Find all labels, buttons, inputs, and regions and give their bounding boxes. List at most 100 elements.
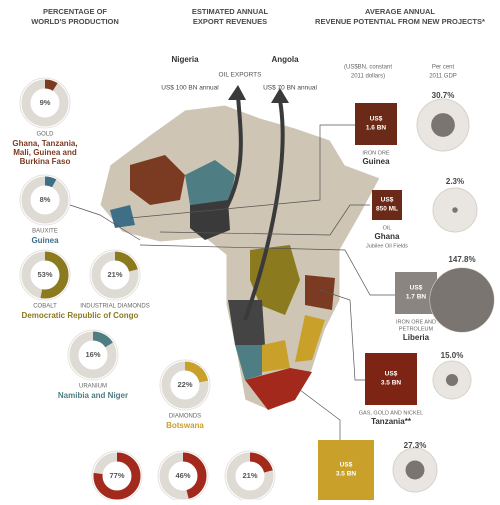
mineral: COBALT [33,304,57,310]
section-title: REVENUE POTENTIAL FROM NEW PROJECTS* [315,17,485,26]
gdp-dot [452,207,458,213]
leader-line [319,289,365,381]
leader-line [69,204,141,241]
countries: Guinea [31,236,59,245]
leader-lines [69,124,395,461]
mineral: GOLD [36,132,54,138]
revenue-amount: 1.6 BN [366,125,387,132]
donut-label: 53% [37,270,52,279]
leader-line [129,124,355,219]
revenue-box [355,103,397,145]
donut-arc [161,361,209,409]
donut-arc [91,251,139,299]
revenue-currency: US$ [385,371,398,378]
export-revenue: US$ 100 BN annual [161,85,219,92]
donut-label: 77% [109,471,124,480]
donut-label: 8% [40,195,51,204]
leader-line [139,244,395,296]
countries: Namibia and Niger [58,391,128,400]
guinea [110,205,135,228]
botswana [262,340,290,372]
revenue-currency: US$ [340,462,353,469]
donut-label: 16% [85,350,100,359]
south-africa [245,368,312,410]
donut-arc [159,452,207,500]
revenue-box [318,440,374,500]
donut-label: 21% [107,270,122,279]
donut-arc [21,79,69,127]
africa-map [99,104,381,411]
mineral: INDUSTRIAL DIAMONDS [80,304,149,310]
section-title: ESTIMATED ANNUAL [192,7,269,16]
donut-label: 9% [40,98,51,107]
export-caption: OIL EXPORTS [219,72,263,79]
section-title: AVERAGE ANNUAL [365,7,435,16]
project-type: IRON ORE [362,150,390,156]
donut-arc [93,452,141,500]
revenue-amount: 1.7 BN [406,294,427,301]
countries: Ghana, Tanzania, [12,139,77,148]
project-type: IRON ORE AND [396,319,436,325]
leader-line [159,204,370,236]
mali [130,155,185,205]
revenue-box [395,272,437,314]
donut-arc [21,176,69,224]
export-arrow-head [271,88,289,103]
nigeria [190,200,230,240]
column-header: (US$BN, constant [344,65,392,71]
gdp-dot [431,113,455,137]
project-country: Guinea [362,157,390,166]
gdp-dot [445,373,459,387]
export-country: Angola [271,55,299,64]
column-header: Per cent [432,65,455,71]
gdp-label: 30.7% [432,91,455,100]
export-arrow [243,99,285,321]
mineral: DIAMONDS [169,414,201,420]
section-title: WORLD'S PRODUCTION [31,17,119,26]
revenue-currency: US$ [410,285,423,292]
angola [228,300,265,345]
revenue-currency: US$ [381,197,394,204]
revenue-amount: 3.5 BN [381,380,402,387]
donut-label: 46% [175,471,190,480]
project-country: Liberia [403,333,430,342]
project-note: Jubilee Oil Fields [366,243,408,249]
project-type: GAS, GOLD AND NICKEL [359,410,424,416]
donut-arc [69,331,117,379]
donut-label: 21% [242,471,257,480]
mineral: BAUXITE [32,229,58,235]
niger [185,160,235,205]
column-header: 2011 dollars) [351,74,385,80]
revenue-currency: US$ [370,116,383,123]
section-title: PERCENTAGE OF [43,7,107,16]
revenue-amount: 3.5 BN [336,471,357,478]
mozambique [295,315,325,362]
mineral: URANIUM [79,384,107,390]
section-title: EXPORT REVENUES [193,17,267,26]
namibia [235,345,262,380]
project-country: Tanzania** [371,417,412,426]
export-revenue: US$ 70 BN annual [263,85,317,92]
countries: Democratic Republic of Congo [22,311,139,320]
gdp-label: 27.3% [404,441,427,450]
column-header: 2011 GDP [429,74,457,80]
gdp-label: 15.0% [441,351,464,360]
revenue-amount: 850 ML [376,206,398,213]
donut-arc [21,251,69,299]
gdp-dot [405,460,425,480]
gdp-dot [430,268,494,332]
project-country: Ghana [375,232,400,241]
export-arrow-head [228,85,246,100]
project-type: OIL [383,225,392,231]
export-arrow [213,94,243,227]
project-type: PETROLEUM [399,326,434,332]
revenue-box [365,353,417,405]
countries: Burkina Faso [20,157,71,166]
countries: Botswana [166,421,204,430]
gdp-label: 147.8% [448,255,475,264]
gdp-label: 2.3% [446,177,464,186]
donut-label: 22% [177,380,192,389]
export-country: Nigeria [171,55,199,64]
countries: Mali, Guinea and [13,148,77,157]
